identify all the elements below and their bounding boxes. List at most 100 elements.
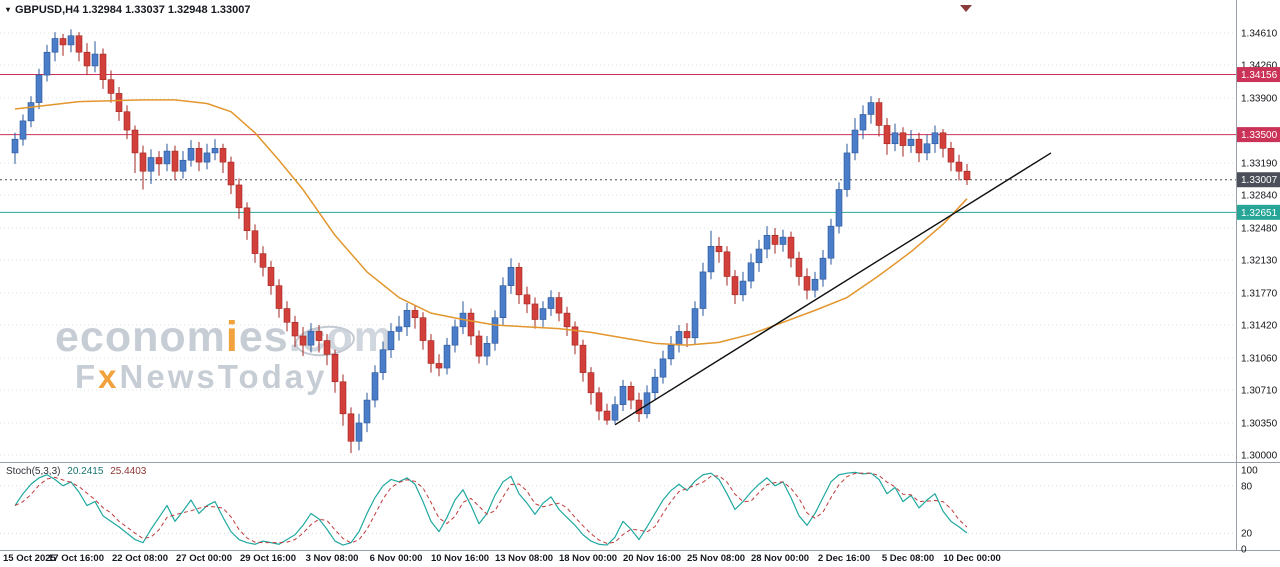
price-badge — [1237, 127, 1280, 143]
candle-body — [627, 386, 635, 401]
candle-body — [667, 344, 675, 360]
candle-body — [251, 230, 259, 254]
stoch-signal-line — [14, 472, 968, 544]
candle-body — [691, 308, 699, 339]
price-axis[interactable]: 1.34610 1.34260 1.33900 1.33190 1.32840 1.324… — [1241, 29, 1278, 556]
candle-body — [491, 317, 499, 344]
price-badges: 1.34156 1.33500 1.33007 1.32651 — [1237, 67, 1280, 220]
candle-body — [699, 271, 707, 309]
candle-body — [707, 245, 715, 273]
candle-body — [67, 35, 75, 46]
candle-body — [539, 308, 547, 320]
candle-body — [779, 236, 787, 245]
candle-body — [523, 294, 531, 305]
price-axis-label: 1.30350 — [1241, 418, 1278, 429]
price-axis-label: 1.34260 — [1241, 61, 1278, 72]
candle-body — [547, 297, 555, 309]
chart-title-bar: ▾ GBPUSD,H4 1.32984 1.33037 1.32948 1.33… — [6, 4, 250, 16]
candle-body — [755, 248, 763, 264]
candle-body — [347, 413, 355, 442]
stoch-axis-label: 0 — [1241, 545, 1247, 556]
price-axis-label: 1.31770 — [1241, 288, 1278, 299]
candle-body — [747, 262, 755, 282]
candle-body — [515, 267, 523, 296]
candle-body — [827, 225, 835, 259]
candle-body — [803, 276, 811, 291]
price-badge-label: 1.33500 — [1241, 130, 1278, 141]
candle-body — [875, 102, 883, 126]
candle-body — [555, 297, 563, 314]
candle-body — [563, 312, 571, 328]
time-axis-label: 3 Nov 08:00 — [306, 553, 359, 564]
price-axis-label: 1.31060 — [1241, 353, 1278, 364]
candle-body — [235, 184, 243, 209]
candle-body — [395, 326, 403, 332]
candle-body — [387, 331, 395, 351]
stoch-name: Stoch(5,3,3) — [6, 466, 61, 477]
candle-body — [635, 399, 643, 415]
candle-body — [379, 349, 387, 373]
price-axis-label: 1.33900 — [1241, 93, 1278, 104]
candle-body — [939, 132, 947, 149]
candle-body — [571, 326, 579, 346]
candle-body — [291, 321, 299, 337]
price-axis-label: 1.30710 — [1241, 386, 1278, 397]
candle-body — [683, 331, 691, 339]
price-axis-label: 1.31420 — [1241, 321, 1278, 332]
candle-body — [11, 138, 19, 154]
candle-body — [27, 102, 35, 122]
candle-body — [795, 257, 803, 277]
price-badge-label: 1.34156 — [1241, 70, 1278, 81]
stoch-signal-value: 25.4403 — [110, 466, 147, 477]
candle-body — [19, 120, 27, 140]
candle-body — [787, 236, 795, 259]
candle-body — [315, 331, 323, 341]
candle-body — [371, 372, 379, 401]
candle-body — [219, 148, 227, 163]
price-axis-label: 1.32840 — [1241, 191, 1278, 202]
price-badge — [1237, 204, 1280, 220]
symbol-dropdown-icon[interactable]: ▾ — [6, 5, 11, 14]
time-axis-label: 28 Nov 00:00 — [751, 553, 809, 564]
time-axis-label: 13 Nov 08:00 — [495, 553, 553, 564]
candle-body — [107, 79, 115, 94]
candle-body — [891, 132, 899, 145]
candle-body — [819, 257, 827, 280]
candle-body — [363, 399, 371, 424]
candle-body — [595, 392, 603, 412]
candle-body — [443, 344, 451, 369]
candle-body — [435, 363, 443, 369]
candle-body — [339, 381, 347, 415]
candle-body — [835, 189, 843, 227]
time-axis-label: 17 Oct 16:00 — [48, 553, 104, 564]
candle-body — [227, 161, 235, 186]
moving-average-line[interactable] — [14, 99, 968, 346]
time-axis-label: 29 Oct 16:00 — [240, 553, 296, 564]
candle-body — [419, 317, 427, 341]
candle-body — [59, 38, 67, 46]
time-axis-label: 10 Dec 00:00 — [943, 553, 1001, 564]
candle-body — [499, 285, 507, 318]
candle-body — [739, 280, 747, 296]
candles-layer — [11, 29, 971, 454]
chart-shift-marker-icon[interactable] — [960, 5, 972, 12]
candle-body — [411, 310, 419, 318]
stoch-main-value: 20.2415 — [67, 466, 104, 477]
ascending-trendline[interactable] — [614, 152, 1052, 426]
candle-body — [907, 138, 915, 146]
stoch-main-line — [14, 471, 968, 546]
candle-body — [179, 159, 187, 172]
candle-body — [35, 74, 43, 103]
candle-body — [203, 152, 211, 163]
candle-body — [955, 161, 963, 172]
candle-body — [403, 310, 411, 328]
candle-body — [163, 150, 171, 165]
time-axis-label: 20 Nov 16:00 — [623, 553, 681, 564]
price-badge — [1237, 67, 1280, 83]
candle-body — [771, 235, 779, 245]
price-badge-label: 1.32651 — [1241, 208, 1278, 219]
candle-body — [867, 102, 875, 115]
time-axis-label: 25 Nov 08:00 — [687, 553, 745, 564]
